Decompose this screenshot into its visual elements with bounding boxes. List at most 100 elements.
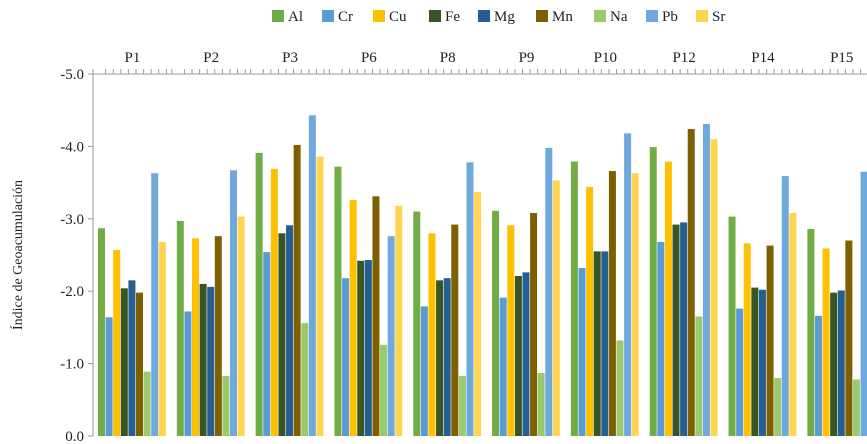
bar-cr-p2 <box>184 311 192 436</box>
y-tick-label: -1.0 <box>60 357 84 373</box>
legend-label-cr: Cr <box>338 9 353 25</box>
legend-label-cu: Cu <box>389 9 407 25</box>
legend-label-al: Al <box>288 9 303 25</box>
bar-fe-p9 <box>514 275 522 436</box>
bar-mn-p14 <box>766 245 774 436</box>
bar-mg-p12 <box>680 222 688 436</box>
bar-sr-p10 <box>631 173 639 437</box>
bar-cr-p1 <box>105 317 113 436</box>
bar-cr-p8 <box>420 306 428 436</box>
bar-na-p15 <box>852 379 860 436</box>
bar-mn-p12 <box>687 129 695 437</box>
bar-mg-p3 <box>286 225 294 436</box>
bar-pb-p15 <box>860 171 867 437</box>
bar-na-p1 <box>143 371 151 436</box>
bar-fe-p3 <box>278 233 286 436</box>
bar-mg-p10 <box>601 251 609 436</box>
bar-sr-p1 <box>158 241 166 436</box>
bar-mg-p9 <box>522 272 530 436</box>
bar-fe-p12 <box>672 224 680 436</box>
y-tick-label: -2.0 <box>60 284 84 300</box>
legend-swatch-sr <box>696 10 708 22</box>
category-label: P8 <box>440 50 456 66</box>
bar-al-p1 <box>98 228 105 436</box>
bar-cu-p2 <box>192 238 200 436</box>
bar-na-p12 <box>695 316 703 436</box>
bar-al-p8 <box>413 211 421 436</box>
legend-label-pb: Pb <box>662 9 678 25</box>
y-tick-label: 0.0 <box>65 429 84 444</box>
bar-mn-p3 <box>293 144 301 436</box>
bar-cu-p9 <box>507 225 515 436</box>
category-label: P1 <box>124 50 140 66</box>
bar-na-p3 <box>301 323 309 436</box>
category-label: P14 <box>751 50 775 66</box>
bar-cu-p14 <box>743 243 751 436</box>
legend-swatch-na <box>594 10 606 22</box>
bar-na-p2 <box>222 375 230 436</box>
bar-mg-p2 <box>207 286 215 436</box>
bar-pb-p12 <box>702 123 710 437</box>
bar-cr-p10 <box>578 268 586 436</box>
category-label: P12 <box>672 50 695 66</box>
y-tick-label: -5.0 <box>60 67 84 83</box>
bar-sr-p6 <box>395 205 403 436</box>
bar-cu-p8 <box>428 233 436 436</box>
bar-fe-p8 <box>436 280 444 436</box>
bar-mg-p15 <box>837 290 845 436</box>
x-axis: P1 P2 P3 P6 P8 P9 P10 P12 P14 P15 <box>92 50 862 74</box>
bar-fe-p14 <box>751 287 759 436</box>
category-label: P6 <box>361 50 377 66</box>
bar-al-p10 <box>570 161 578 436</box>
category-label: P10 <box>594 50 617 66</box>
bar-mg-p14 <box>758 289 766 436</box>
bar-pb-p1 <box>151 173 159 437</box>
bar-sr-p14 <box>789 213 797 436</box>
category-label: P15 <box>830 50 853 66</box>
bar-cu-p12 <box>664 161 672 436</box>
legend-label-fe: Fe <box>445 9 460 25</box>
category-label: P2 <box>203 50 219 66</box>
bar-fe-p6 <box>357 260 365 436</box>
bar-na-p8 <box>458 375 466 436</box>
legend-label-na: Na <box>610 9 628 25</box>
bar-pb-p10 <box>624 133 632 437</box>
bar-pb-p14 <box>781 176 789 437</box>
legend-swatch-al <box>272 10 284 22</box>
bar-al-p14 <box>728 216 736 436</box>
bar-mg-p8 <box>443 278 451 436</box>
bar-mn-p9 <box>530 213 538 436</box>
bar-pb-p2 <box>230 170 238 437</box>
bar-fe-p1 <box>120 288 128 436</box>
bar-pb-p8 <box>466 162 474 436</box>
legend-swatch-mg <box>478 10 490 22</box>
bar-mg-p6 <box>364 260 372 436</box>
bar-na-p10 <box>616 340 624 436</box>
bar-cr-p15 <box>814 315 822 436</box>
legend-label-mn: Mn <box>552 9 573 25</box>
bar-cu-p15 <box>822 248 830 436</box>
bar-al-p15 <box>807 228 815 436</box>
chart-legend: Al Cr Cu Fe Mg Mn Na Pb Sr <box>272 9 725 25</box>
legend-swatch-fe <box>429 10 441 22</box>
bar-na-p6 <box>380 344 388 436</box>
bar-sr-p12 <box>710 139 718 436</box>
bar-pb-p6 <box>387 236 395 436</box>
bar-pb-p3 <box>308 115 316 436</box>
y-tick-label: -3.0 <box>60 212 84 228</box>
bar-cr-p12 <box>657 241 665 436</box>
bar-al-p3 <box>255 152 263 436</box>
y-axis: -5.0 -4.0 -3.0 -2.0 -1.0 0.0 <box>60 67 93 444</box>
legend-swatch-mn <box>536 10 548 22</box>
bar-na-p14 <box>774 378 782 436</box>
bars <box>98 115 867 437</box>
legend-label-sr: Sr <box>712 9 725 25</box>
legend-swatch-cu <box>373 10 385 22</box>
category-label: P3 <box>282 50 298 66</box>
bar-mn-p2 <box>214 236 222 436</box>
bar-sr-p2 <box>237 216 245 436</box>
bar-cu-p6 <box>349 199 357 436</box>
bar-fe-p10 <box>593 251 601 436</box>
bar-al-p9 <box>492 210 500 436</box>
